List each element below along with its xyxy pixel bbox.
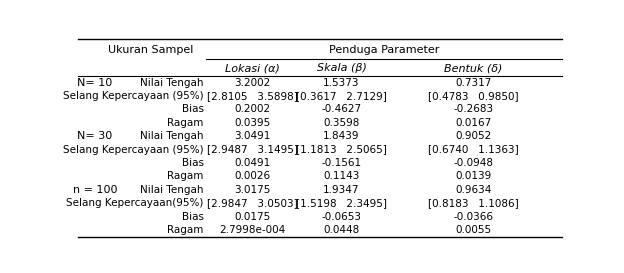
- Text: 0.9634: 0.9634: [455, 185, 492, 195]
- Text: Nilai Tengah: Nilai Tengah: [140, 185, 203, 195]
- Text: Nilai Tengah: Nilai Tengah: [140, 78, 203, 88]
- Text: 1.5373: 1.5373: [323, 78, 360, 88]
- Text: 1.8439: 1.8439: [323, 131, 360, 141]
- Text: [0.4783   0.9850]: [0.4783 0.9850]: [428, 91, 519, 101]
- Text: [1.5198   2.3495]: [1.5198 2.3495]: [296, 198, 387, 208]
- Text: Lokasi (α): Lokasi (α): [225, 64, 280, 73]
- Text: Selang Kepercayaan(95%): Selang Kepercayaan(95%): [66, 198, 203, 208]
- Text: Selang Kepercayaan (95%): Selang Kepercayaan (95%): [63, 91, 203, 101]
- Text: Ragam: Ragam: [167, 118, 203, 128]
- Text: 0.0395: 0.0395: [234, 118, 270, 128]
- Text: Bias: Bias: [182, 104, 203, 114]
- Text: 0.0448: 0.0448: [323, 225, 359, 235]
- Text: 1.9347: 1.9347: [323, 185, 360, 195]
- Text: n = 100: n = 100: [72, 185, 117, 195]
- Text: N= 30: N= 30: [77, 131, 112, 141]
- Text: -0.4627: -0.4627: [321, 104, 362, 114]
- Text: 3.0175: 3.0175: [234, 185, 270, 195]
- Text: 3.0491: 3.0491: [234, 131, 270, 141]
- Text: Nilai Tengah: Nilai Tengah: [140, 131, 203, 141]
- Text: 0.7317: 0.7317: [455, 78, 492, 88]
- Text: Skala (β): Skala (β): [316, 64, 366, 73]
- Text: 0.0026: 0.0026: [234, 171, 270, 181]
- Text: -0.0948: -0.0948: [454, 158, 494, 168]
- Text: 3.2002: 3.2002: [234, 78, 270, 88]
- Text: Ukuran Sampel: Ukuran Sampel: [108, 45, 193, 55]
- Text: Selang Kepercayaan (95%): Selang Kepercayaan (95%): [63, 145, 203, 155]
- Text: 0.0491: 0.0491: [234, 158, 270, 168]
- Text: -0.0653: -0.0653: [321, 212, 361, 222]
- Text: 0.3598: 0.3598: [323, 118, 360, 128]
- Text: Bias: Bias: [182, 212, 203, 222]
- Text: 2.7998e-004: 2.7998e-004: [219, 225, 285, 235]
- Text: [1.1813   2.5065]: [1.1813 2.5065]: [296, 145, 387, 155]
- Text: [0.6740   1.1363]: [0.6740 1.1363]: [428, 145, 519, 155]
- Text: 0.0055: 0.0055: [456, 225, 492, 235]
- Text: Bentuk (δ): Bentuk (δ): [444, 64, 502, 73]
- Text: Bias: Bias: [182, 158, 203, 168]
- Text: Ragam: Ragam: [167, 225, 203, 235]
- Text: Penduga Parameter: Penduga Parameter: [329, 45, 439, 55]
- Text: Ragam: Ragam: [167, 171, 203, 181]
- Text: [0.3617   2.7129]: [0.3617 2.7129]: [296, 91, 387, 101]
- Text: 0.0167: 0.0167: [456, 118, 492, 128]
- Text: 0.9052: 0.9052: [456, 131, 492, 141]
- Text: [2.8105   3.5898]: [2.8105 3.5898]: [207, 91, 298, 101]
- Text: [2.9487   3.1495]: [2.9487 3.1495]: [207, 145, 298, 155]
- Text: [2.9847   3.0503]: [2.9847 3.0503]: [207, 198, 298, 208]
- Text: 0.0139: 0.0139: [456, 171, 492, 181]
- Text: -0.2683: -0.2683: [453, 104, 494, 114]
- Text: 0.0175: 0.0175: [234, 212, 270, 222]
- Text: N= 10: N= 10: [77, 78, 112, 88]
- Text: -0.1561: -0.1561: [321, 158, 362, 168]
- Text: 0.1143: 0.1143: [323, 171, 360, 181]
- Text: [0.8183   1.1086]: [0.8183 1.1086]: [428, 198, 519, 208]
- Text: 0.2002: 0.2002: [234, 104, 270, 114]
- Text: -0.0366: -0.0366: [454, 212, 494, 222]
